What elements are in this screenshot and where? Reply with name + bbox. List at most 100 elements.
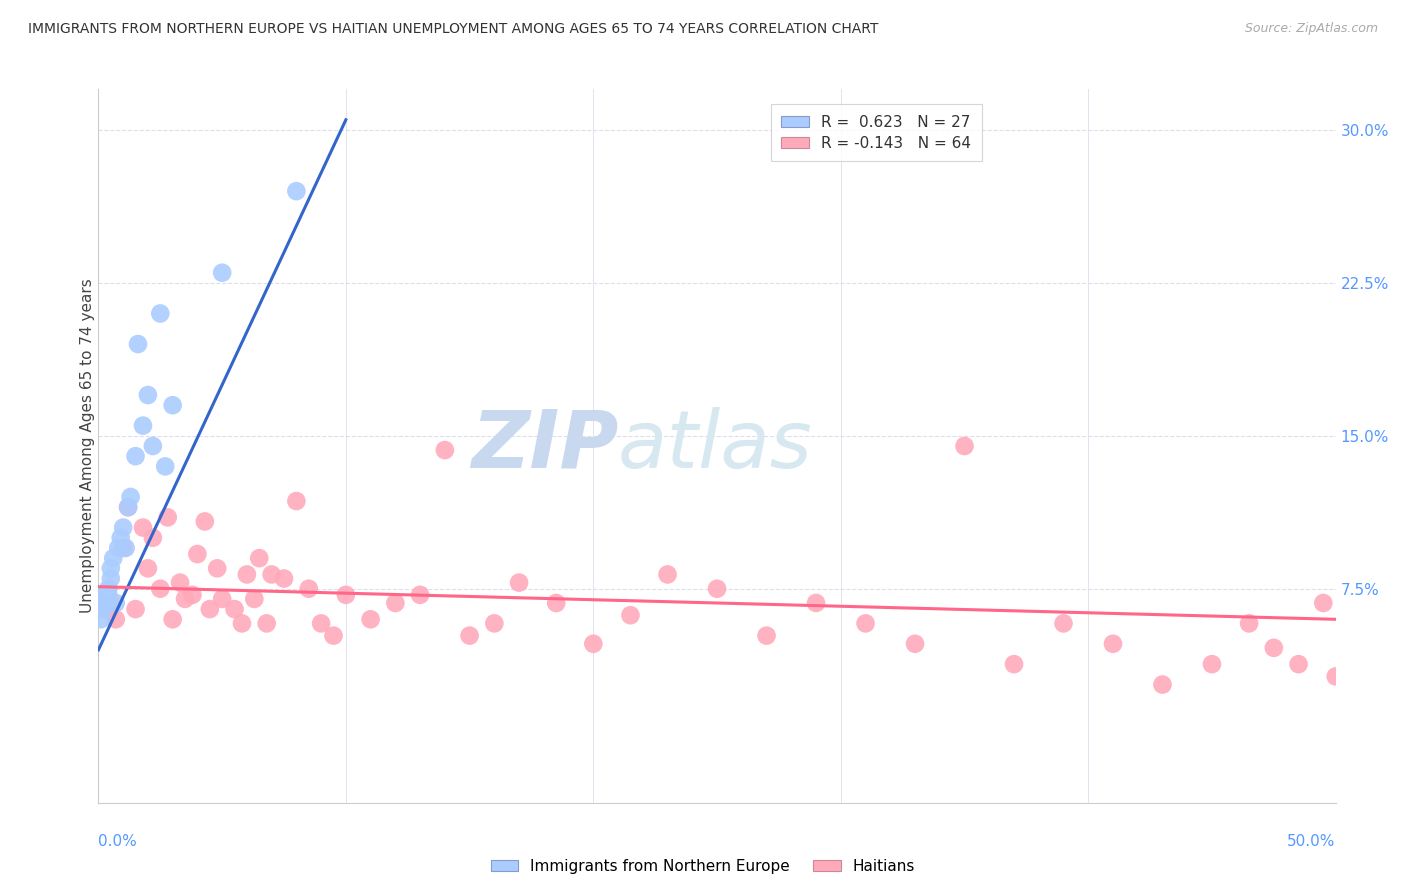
Point (136, 561, 159, 575)
Point (755, 629, 778, 643)
Point (211, 591, 233, 606)
Text: IMMIGRANTS FROM NORTHERN EUROPE VS HAITIAN UNEMPLOYMENT AMONG AGES 65 TO 74 YEAR: IMMIGRANTS FROM NORTHERN EUROPE VS HAITI… (28, 22, 879, 37)
Point (231, 616, 253, 631)
Point (953, 439, 976, 453)
Point (706, 582, 728, 596)
Point (90, 612, 112, 626)
Point (156, 510, 179, 524)
Point (1152, 677, 1174, 691)
Point (285, 184, 308, 198)
Point (117, 500, 139, 515)
Point (94, 596, 117, 610)
Text: 0.0%: 0.0% (98, 834, 138, 849)
Point (112, 541, 135, 555)
Point (1201, 657, 1223, 672)
Point (181, 588, 204, 602)
Text: Source: ZipAtlas.com: Source: ZipAtlas.com (1244, 22, 1378, 36)
Point (1263, 640, 1285, 655)
Point (1324, 669, 1347, 683)
Point (1002, 657, 1025, 672)
Point (100, 596, 122, 610)
Point (149, 582, 172, 596)
Point (149, 306, 172, 320)
Point (205, 561, 228, 575)
Point (127, 337, 149, 351)
Point (855, 616, 877, 631)
Point (194, 515, 217, 529)
Point (1361, 669, 1384, 683)
Point (162, 612, 184, 626)
Point (124, 602, 146, 616)
Point (433, 443, 456, 458)
Point (409, 588, 432, 602)
Point (114, 541, 136, 555)
Point (384, 596, 406, 610)
Point (136, 388, 159, 402)
Point (309, 616, 332, 631)
Point (1312, 596, 1334, 610)
Point (657, 567, 679, 582)
Text: ZIP: ZIP (471, 407, 619, 485)
Point (107, 541, 129, 555)
Point (97, 588, 120, 602)
Legend: Immigrants from Northern Europe, Haitians: Immigrants from Northern Europe, Haitian… (485, 853, 921, 880)
Point (582, 637, 605, 651)
Point (224, 602, 246, 616)
Point (132, 418, 155, 433)
Point (458, 629, 481, 643)
Point (484, 616, 506, 631)
Point (162, 398, 184, 412)
Point (1350, 657, 1372, 672)
Point (335, 588, 357, 602)
Point (904, 637, 927, 651)
Point (247, 551, 270, 566)
Point (103, 551, 125, 566)
Point (100, 561, 122, 575)
Legend: R =  0.623   N = 27, R = -0.143   N = 64: R = 0.623 N = 27, R = -0.143 N = 64 (770, 104, 981, 161)
Point (546, 596, 568, 610)
Point (619, 608, 641, 623)
Point (1237, 616, 1260, 631)
Point (243, 591, 266, 606)
Point (169, 575, 191, 590)
Point (186, 547, 208, 561)
Point (112, 520, 135, 534)
Point (322, 629, 344, 643)
Point (124, 449, 146, 463)
Point (104, 596, 127, 610)
Point (360, 612, 382, 626)
Point (285, 494, 308, 508)
Point (256, 616, 278, 631)
Text: atlas: atlas (619, 407, 813, 485)
Point (1337, 677, 1360, 691)
Point (110, 531, 132, 545)
Point (100, 572, 122, 586)
Y-axis label: Unemployment Among Ages 65 to 74 years: Unemployment Among Ages 65 to 74 years (80, 278, 94, 614)
Point (508, 575, 530, 590)
Point (236, 567, 259, 582)
Point (93, 591, 115, 606)
Point (155, 459, 177, 474)
Point (97, 582, 120, 596)
Point (1288, 657, 1310, 672)
Point (120, 490, 142, 504)
Point (142, 439, 165, 453)
Point (1052, 616, 1074, 631)
Point (1374, 677, 1396, 691)
Point (211, 266, 233, 280)
Point (198, 602, 221, 616)
Point (1102, 637, 1125, 651)
Point (94, 602, 117, 616)
Point (142, 531, 165, 545)
Point (94, 586, 117, 600)
Point (104, 612, 127, 626)
Point (804, 596, 827, 610)
Text: 50.0%: 50.0% (1288, 834, 1336, 849)
Point (174, 591, 197, 606)
Point (298, 582, 321, 596)
Point (93, 602, 115, 616)
Point (132, 520, 155, 534)
Point (117, 500, 139, 515)
Point (273, 572, 295, 586)
Point (260, 567, 283, 582)
